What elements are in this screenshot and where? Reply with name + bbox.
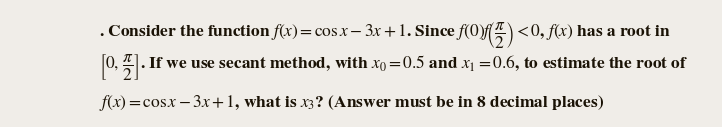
- Text: $\left[0,\, \dfrac{\pi}{2}\right]$. If we use secant method, with $x_0 = 0.5$ an: $\left[0,\, \dfrac{\pi}{2}\right]$. If w…: [99, 52, 688, 82]
- Text: $f(x) = \cos x - 3x + 1$, what is $x_3$? (Answer must be in 8 decimal places): $f(x) = \cos x - 3x + 1$, what is $x_3$?…: [99, 93, 604, 113]
- Text: . Consider the function $f(x) = \cos x - 3x + 1$. Since $f(0)f\!\left(\dfrac{\pi: . Consider the function $f(x) = \cos x -…: [99, 20, 670, 50]
